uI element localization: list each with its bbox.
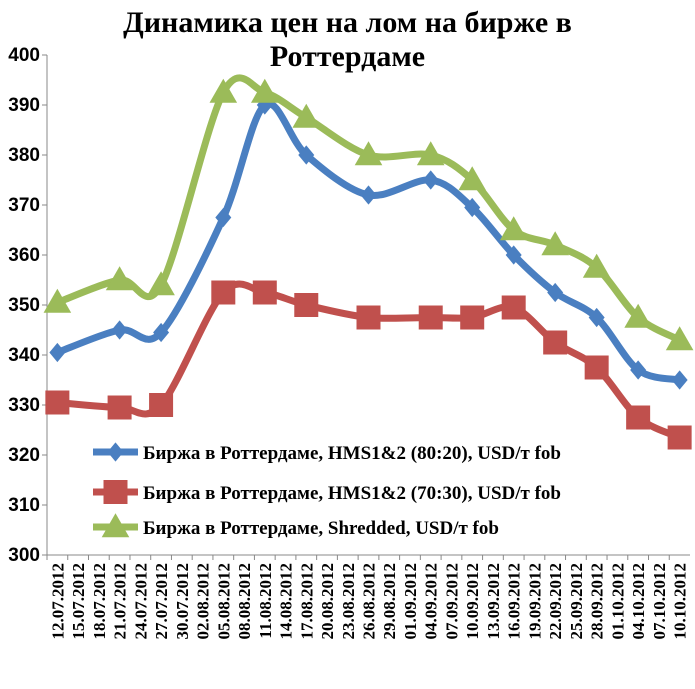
data-point	[541, 231, 569, 256]
x-tick-label: 13.09.2012	[484, 563, 503, 640]
data-point	[624, 303, 652, 328]
data-point	[107, 395, 132, 420]
data-point	[153, 322, 170, 343]
x-tick-label: 08.08.2012	[235, 563, 254, 640]
x-tick-label: 05.08.2012	[214, 563, 233, 640]
x-tick-label: 17.08.2012	[297, 563, 316, 640]
y-tick-label: 310	[8, 495, 40, 516]
x-tick-label: 28.09.2012	[588, 563, 607, 640]
y-tick-label: 370	[8, 195, 40, 216]
data-point	[215, 207, 232, 228]
x-tick-label: 23.08.2012	[339, 563, 358, 640]
data-point	[464, 197, 481, 218]
data-point	[209, 78, 238, 103]
data-point	[582, 253, 611, 278]
data-point	[292, 103, 321, 128]
x-tick-label: 19.09.2012	[525, 563, 544, 640]
data-point	[416, 141, 445, 166]
data-point	[584, 355, 609, 380]
data-point	[667, 425, 692, 450]
legend-label: Биржа в Роттердаме, HMS1&2 (70:30), USD/…	[143, 483, 561, 504]
data-point	[111, 320, 128, 340]
data-point	[460, 305, 485, 330]
y-tick-label: 360	[8, 245, 40, 266]
data-point	[543, 330, 568, 355]
data-point	[360, 185, 377, 205]
y-tick-label: 300	[8, 545, 40, 566]
x-tick-label: 01.09.2012	[401, 563, 420, 640]
legend-swatch-marker	[103, 480, 128, 504]
chart-title-line-1: Динамика цен на лом на бирже в	[123, 6, 572, 39]
x-tick-label: 07.09.2012	[442, 563, 461, 640]
x-tick-label: 10.10.2012	[671, 563, 690, 640]
x-tick-label: 12.07.2012	[48, 563, 67, 640]
data-point	[505, 245, 522, 265]
chart-title: Динамика цен на лом на бирже в Роттердам…	[0, 6, 695, 74]
series-line	[53, 74, 684, 344]
data-point	[294, 293, 319, 317]
data-point	[458, 166, 487, 191]
data-point	[418, 305, 443, 330]
data-point	[105, 266, 134, 291]
chart-title-line-2: Роттердаме	[269, 40, 426, 73]
data-point	[147, 271, 175, 296]
x-tick-label: 26.08.2012	[360, 563, 379, 640]
legend-label: Биржа в Роттердаме, Shredded, USD/т fob	[143, 518, 499, 539]
y-tick-label: 330	[8, 395, 40, 416]
x-tick-label: 27.07.2012	[152, 563, 171, 640]
y-tick-label: 390	[8, 95, 40, 116]
data-point	[499, 216, 528, 241]
data-point	[547, 282, 564, 303]
legend-label: Биржа в Роттердаме, HMS1&2 (80:20), USD/…	[143, 443, 561, 464]
y-tick-label: 350	[8, 295, 40, 316]
data-point	[501, 295, 526, 320]
data-point	[671, 370, 688, 390]
data-point	[356, 305, 381, 330]
y-tick-label: 400	[8, 45, 40, 66]
x-tick-label: 14.08.2012	[277, 563, 296, 640]
x-tick-label: 02.08.2012	[194, 563, 213, 640]
x-tick-label: 18.07.2012	[90, 563, 109, 640]
data-point	[211, 280, 236, 305]
data-point	[354, 141, 383, 166]
x-tick-label: 11.08.2012	[256, 563, 275, 639]
data-point	[252, 280, 277, 305]
data-point	[298, 145, 315, 165]
x-tick-label: 24.07.2012	[131, 563, 150, 640]
data-point	[422, 170, 439, 190]
data-point	[630, 360, 647, 380]
x-tick-label: 20.08.2012	[318, 563, 337, 640]
x-tick-label: 30.07.2012	[173, 563, 192, 640]
data-point	[149, 393, 174, 417]
x-tick-label: 22.09.2012	[546, 563, 565, 640]
x-tick-label: 10.09.2012	[463, 563, 482, 640]
x-tick-label: 15.07.2012	[69, 563, 88, 640]
data-point	[45, 390, 70, 415]
data-point	[49, 342, 66, 363]
x-tick-label: 21.07.2012	[111, 563, 130, 640]
y-tick-label: 320	[8, 445, 40, 466]
x-tick-label: 07.10.2012	[650, 563, 669, 640]
data-point	[43, 288, 72, 313]
x-tick-label: 25.09.2012	[567, 563, 586, 640]
x-tick-label: 04.09.2012	[422, 563, 441, 640]
y-tick-label: 380	[8, 145, 40, 166]
y-tick-label: 340	[8, 345, 40, 366]
data-point	[626, 405, 651, 430]
legend-swatch-marker	[107, 442, 124, 462]
x-tick-label: 04.10.2012	[629, 563, 648, 640]
data-point	[588, 307, 605, 328]
data-point	[665, 326, 694, 351]
legend-swatch-marker	[101, 513, 130, 538]
data-point	[250, 78, 279, 103]
data-point	[256, 95, 273, 115]
x-tick-label: 16.09.2012	[505, 563, 524, 640]
x-tick-label: 29.08.2012	[380, 563, 399, 640]
x-tick-label: 01.10.2012	[608, 563, 627, 640]
